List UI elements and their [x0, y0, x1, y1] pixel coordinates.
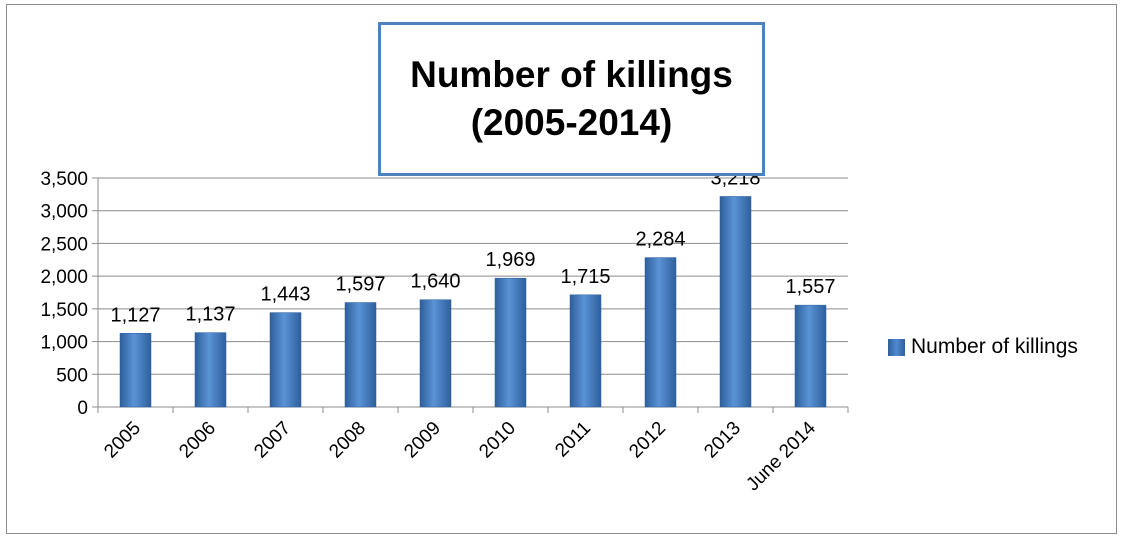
chart-title-box: Number of killings (2005-2014) — [378, 22, 765, 176]
x-tick-label: 2010 — [475, 418, 520, 463]
x-tick-label: 2011 — [551, 418, 595, 462]
bars — [119, 196, 827, 408]
chart-title-line-2: (2005-2014) — [470, 102, 673, 143]
y-tick-label: 0 — [77, 398, 88, 419]
legend-swatch — [888, 338, 905, 356]
x-tick-label: 2005 — [100, 418, 145, 463]
x-tick-label: June 2014 — [742, 417, 820, 495]
data-labels: 1,127 1,137 1,443 1,597 1,640 1,969 1,715 2,284… — [110, 167, 835, 326]
bar — [344, 302, 377, 408]
data-label: 1,597 — [335, 274, 385, 296]
bar — [494, 277, 527, 408]
x-tick-label: 2008 — [325, 418, 370, 463]
data-label: 2,284 — [635, 229, 685, 251]
y-tick-label: 1,500 — [40, 300, 88, 321]
x-tick-label: 2007 — [250, 418, 295, 463]
bar — [794, 304, 827, 408]
y-tick-labels: 0 500 1,000 1,500 2,000 2,500 3,000 3,500 — [40, 169, 88, 419]
x-tick-label: 2013 — [700, 418, 745, 463]
y-tick-label: 2,500 — [40, 234, 88, 255]
legend-label: Number of killings — [911, 335, 1078, 358]
data-label: 1,443 — [260, 284, 310, 306]
x-tick-label: 2009 — [400, 418, 445, 463]
bar — [644, 257, 677, 408]
bar — [119, 333, 152, 408]
data-label: 1,127 — [110, 304, 160, 326]
y-tick-label: 500 — [56, 365, 88, 386]
legend: Number of killings — [888, 335, 1078, 359]
data-label: 1,640 — [410, 271, 460, 293]
y-tick-label: 2,000 — [40, 267, 88, 288]
bar — [719, 196, 752, 408]
chart-title-line-1: Number of killings — [410, 54, 733, 95]
data-label: 1,137 — [185, 304, 235, 326]
data-label: 1,715 — [560, 266, 610, 288]
y-tick-label: 3,500 — [40, 169, 88, 190]
x-tick-labels: 2005 2006 2007 2008 2009 2010 2011 2012 2013June… — [100, 417, 820, 495]
data-label: 1,557 — [785, 276, 835, 298]
bar — [194, 332, 227, 408]
bar — [419, 299, 452, 408]
data-label: 1,969 — [485, 249, 535, 271]
y-tick-label: 1,000 — [40, 333, 88, 354]
bar — [269, 312, 302, 408]
y-tick-label: 3,000 — [40, 202, 88, 223]
bar — [569, 294, 602, 408]
x-tick-label: 2006 — [175, 418, 220, 463]
x-tick-label: 2012 — [625, 418, 670, 463]
